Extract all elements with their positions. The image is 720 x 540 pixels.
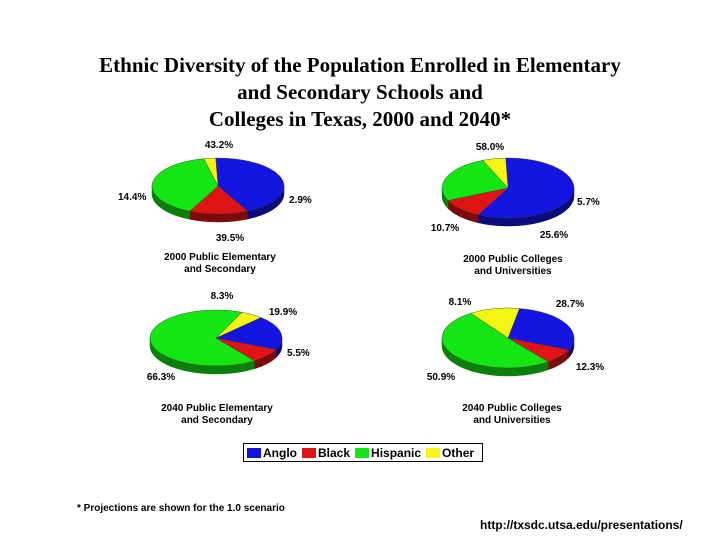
data-label-anglo: 58.0% [476, 142, 504, 153]
pie-caption-line-2: and Universities [473, 415, 551, 426]
data-label-anglo: 28.7% [556, 299, 584, 310]
data-label-other: 5.5% [287, 348, 310, 359]
data-label-other: 5.7% [577, 197, 600, 208]
pie-caption-line-2: and Secondary [184, 264, 256, 275]
data-label-hispanic: 39.5% [216, 233, 244, 244]
pie-chart-4: 28.7% 8.1% 50.9% 12.3% 2040 Public Collegesa… [427, 297, 604, 426]
pie-chart-3: 19.9% 8.3% 66.3% 5.5% 2040 Public Elementary… [147, 291, 310, 426]
legend-swatch-hispanic [355, 447, 370, 458]
pie-slice-other [482, 157, 509, 189]
pie-slice-anglo [215, 157, 285, 212]
data-label-hispanic: 50.9% [427, 372, 455, 383]
pie-caption-line-2: and Universities [474, 266, 552, 277]
pie-slice-anglo [477, 157, 575, 219]
legend-item-hispanic: Hispanic [355, 446, 421, 460]
pie-slice-hispanic [441, 160, 509, 201]
pie-caption-line-1: 2000 Public Elementary [164, 252, 276, 263]
title-line-2: and Secondary Schools and [237, 80, 483, 104]
legend-swatch-black [302, 447, 316, 458]
pie-chart-2: 58.0% 10.7% 25.6% 5.7% 2000 Public Collegesa… [431, 142, 600, 277]
pie-slice-black [189, 185, 248, 215]
pie-chart-1: 43.2% 14.4% 39.5% 2.9% 2000 Public Elementar… [118, 140, 312, 275]
pie-caption-line-2: and Secondary [181, 415, 253, 426]
pie-caption-line-1: 2040 Public Colleges [462, 403, 562, 414]
pie-slice-hispanic [151, 158, 219, 212]
pie-caption-line-1: 2000 Public Colleges [463, 254, 563, 265]
legend: Anglo Black Hispanic Other [243, 443, 483, 462]
title-line-3: Colleges in Texas, 2000 and 2040* [208, 107, 512, 131]
pie-slice-other [215, 312, 262, 339]
pie-caption-line-1: 2040 Public Elementary [161, 403, 273, 414]
legend-swatch-other [426, 447, 441, 458]
data-label-other: 12.3% [576, 362, 604, 373]
legend-label-other: Other [442, 445, 475, 460]
data-label-anglo: 19.9% [269, 307, 297, 318]
legend-label-black: Black [318, 445, 351, 460]
data-label-black: 8.3% [211, 291, 234, 302]
source-url: http://txsdc.utsa.edu/presentations/ [480, 518, 683, 532]
data-label-black: 8.1% [449, 297, 472, 308]
data-label-hispanic: 66.3% [147, 372, 175, 383]
data-label-other: 2.9% [289, 195, 312, 206]
legend-swatch-anglo [247, 447, 261, 458]
pie-slice-hispanic [441, 312, 549, 369]
chart-title: Ethnic Diversity of the Population Enrol… [20, 52, 700, 133]
data-label-black: 10.7% [431, 223, 459, 234]
footnote: * Projections are shown for the 1.0 scen… [77, 503, 285, 514]
legend-item-other: Other [426, 446, 474, 460]
data-label-anglo: 43.2% [205, 140, 233, 151]
pie-slice-other [203, 157, 219, 187]
legend-label-hispanic: Hispanic [371, 445, 422, 460]
data-label-black: 14.4% [118, 192, 146, 203]
legend-label-anglo: Anglo [263, 445, 297, 460]
pie-slice-hispanic [149, 309, 255, 367]
legend-item-anglo: Anglo [247, 446, 297, 460]
pie-slice-anglo [215, 317, 283, 350]
pie-slice-anglo [507, 308, 575, 351]
pie-slice-other [470, 307, 520, 339]
title-line-1: Ethnic Diversity of the Population Enrol… [99, 53, 621, 77]
data-label-hispanic: 25.6% [540, 230, 568, 241]
legend-item-black: Black [302, 446, 350, 460]
